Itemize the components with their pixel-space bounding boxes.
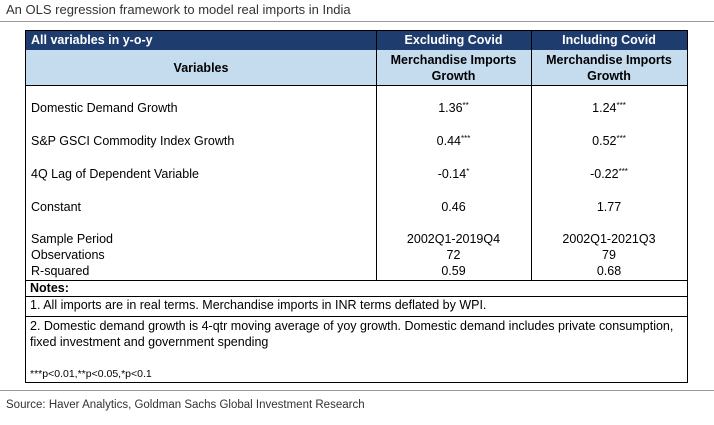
- coef-excl: 0.44***: [436, 134, 471, 148]
- row-label: 4Q Lag of Dependent Variable: [31, 167, 199, 181]
- stat-incl: 79: [602, 248, 616, 262]
- coef-incl: 1.77: [596, 200, 622, 214]
- coef-excl: 0.46: [441, 200, 466, 214]
- stat-label: Sample Period: [31, 232, 113, 246]
- notes-divider: [26, 280, 687, 281]
- stat-incl: 0.68: [596, 264, 622, 278]
- header-row-1: All variables in y-o-y Excluding Covid I…: [26, 31, 687, 50]
- stat-label: R-squared: [31, 264, 90, 278]
- header-excluding-covid: Excluding Covid: [404, 33, 503, 47]
- coef-incl: 0.52***: [592, 134, 626, 148]
- coef-incl: 1.24***: [592, 101, 626, 115]
- stats-row: Sample Period 2002Q1-2019Q4 2002Q1-2021Q…: [26, 231, 687, 247]
- page-title: An OLS regression framework to model rea…: [6, 2, 351, 17]
- stats-row: Observations 72 79: [26, 247, 687, 263]
- coef-incl: -0.22***: [590, 167, 628, 181]
- source-note: Source: Haver Analytics, Goldman Sachs G…: [6, 399, 365, 411]
- header-variables: Variables: [173, 61, 229, 75]
- table-row: Constant 0.46 1.77: [26, 199, 687, 215]
- column-divider: [376, 31, 377, 281]
- top-divider: [0, 21, 714, 22]
- note-2: 2. Domestic demand growth is 4-qtr movin…: [30, 319, 674, 349]
- header-dependent-incl: Merchandise Imports Growth: [546, 53, 672, 83]
- header-dependent-excl: Merchandise Imports Growth: [390, 53, 517, 83]
- header-variables-note: All variables in y-o-y: [31, 33, 153, 47]
- regression-table: All variables in y-o-y Excluding Covid I…: [25, 30, 688, 383]
- row-label: Constant: [31, 200, 82, 214]
- coef-excl: 1.36**: [438, 101, 469, 115]
- stat-excl: 2002Q1-2019Q4: [406, 232, 501, 246]
- notes-divider: [26, 296, 687, 297]
- header-row-2: Variables Merchandise Imports Growth Mer…: [26, 50, 687, 86]
- column-divider: [531, 31, 532, 281]
- header-including-covid: Including Covid: [562, 33, 656, 47]
- notes-divider: [26, 316, 687, 317]
- stats-row: R-squared 0.59 0.68: [26, 263, 687, 279]
- significance-legend: ***p<0.01,**p<0.05,*p<0.1: [30, 368, 152, 380]
- stat-label: Observations: [31, 248, 105, 262]
- stat-excl: 0.59: [441, 264, 466, 278]
- table-row: S&P GSCI Commodity Index Growth 0.44*** …: [26, 133, 687, 149]
- table-row: Domestic Demand Growth 1.36** 1.24***: [26, 100, 687, 116]
- row-label: Domestic Demand Growth: [31, 101, 178, 115]
- stat-excl: 72: [446, 248, 461, 262]
- stat-incl: 2002Q1-2021Q3: [562, 232, 656, 246]
- note-1: 1. All imports are in real terms. Mercha…: [30, 298, 487, 312]
- table-row: 4Q Lag of Dependent Variable -0.14* -0.2…: [26, 166, 687, 182]
- notes-title: Notes:: [30, 281, 69, 295]
- row-label: S&P GSCI Commodity Index Growth: [31, 134, 235, 148]
- coef-excl: -0.14*: [437, 167, 470, 181]
- bottom-divider: [0, 390, 714, 391]
